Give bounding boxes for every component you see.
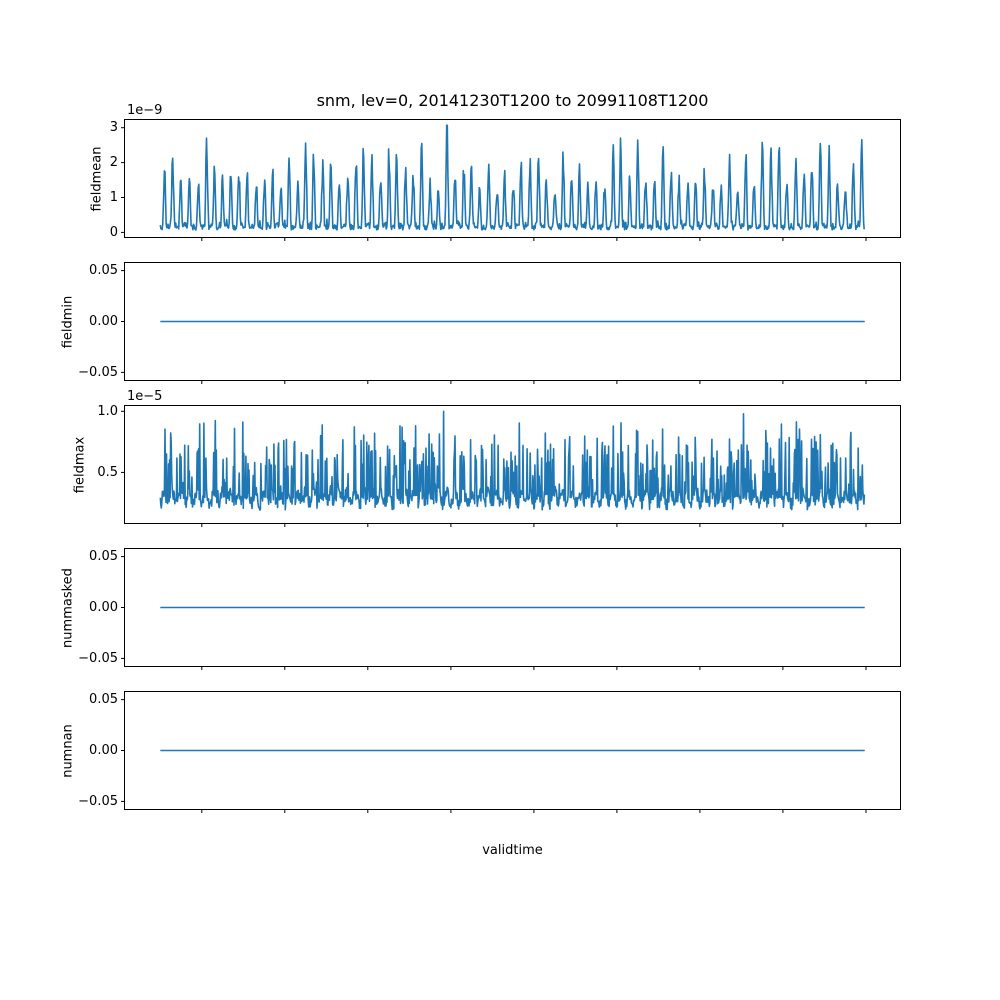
plot-area-fieldmax <box>159 410 866 511</box>
y-tick-label: 0.05 <box>89 263 118 279</box>
y-axis-label-fieldmin: fieldmin <box>60 295 76 348</box>
offset-text-fieldmean: 1e−9 <box>127 103 163 118</box>
y-tick-label: 3 <box>109 120 118 136</box>
y-tick-label: 0.00 <box>89 314 118 329</box>
data-line-fieldmax <box>159 410 866 511</box>
axes-nummasked <box>124 548 901 667</box>
y-tick-label: 1 <box>109 190 118 205</box>
y-tick-label: 0 <box>109 224 118 240</box>
y-tick-label: −0.05 <box>78 793 118 809</box>
plot-area-numnan <box>160 749 865 752</box>
y-tick-label: −0.05 <box>78 650 118 666</box>
plot-area-fieldmean <box>159 124 865 231</box>
y-axis-label-fieldmax: fieldmax <box>72 436 88 493</box>
y-tick-label: 0.5 <box>97 464 118 480</box>
y-tick-label: 2 <box>109 155 118 171</box>
plot-area-nummasked <box>160 606 865 609</box>
x-axis-label: validtime <box>482 843 543 858</box>
data-line-fieldmean <box>159 124 865 231</box>
y-tick-label: 1.0 <box>97 403 118 419</box>
y-tick-label: −0.05 <box>78 364 118 380</box>
y-tick-label: 0.00 <box>89 743 118 758</box>
axes-numnan <box>124 691 901 810</box>
y-axis-label-numnan: numnan <box>60 723 76 778</box>
y-tick-label: 0.05 <box>89 692 118 708</box>
y-axis-label-fieldmean: fieldmean <box>89 146 105 211</box>
y-tick-label: 0.00 <box>89 600 118 615</box>
axes-fieldmax <box>124 405 901 524</box>
plot-area-fieldmin <box>160 320 865 323</box>
axes-fieldmin <box>124 262 901 381</box>
offset-text-fieldmax: 1e−5 <box>127 389 163 404</box>
chart-title: snm, lev=0, 20141230T1200 to 20991108T12… <box>316 91 709 110</box>
axes-fieldmean <box>124 119 901 238</box>
y-axis-label-nummasked: nummasked <box>60 567 76 648</box>
y-tick-label: 0.05 <box>89 549 118 565</box>
